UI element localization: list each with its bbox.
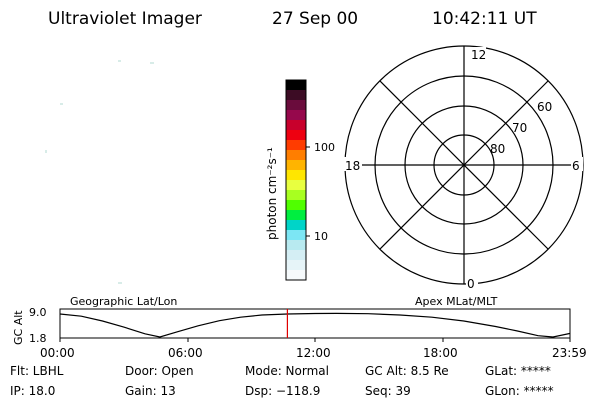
timeline-x-label-1200: 12:00: [296, 346, 331, 360]
altitude-line: [59, 312, 570, 338]
mlt-label-6: 6: [572, 159, 580, 173]
glon-readout: GLon: *****: [485, 384, 554, 398]
door-readout: Door: Open: [125, 364, 194, 378]
status-readout: Flt: LBHL IP: 18.0 Door: Open Gain: 13 M…: [10, 364, 554, 398]
dsp-readout: Dsp: −118.9: [245, 384, 320, 398]
timeline-left-caption: Geographic Lat/Lon: [70, 295, 177, 308]
mode-readout: Mode: Normal: [245, 364, 329, 378]
mlat-label-60: 60: [537, 100, 552, 114]
colorbar-unit-label: photon cm⁻²s⁻¹: [265, 147, 279, 240]
color-scale-segment: [286, 160, 306, 171]
polar-diagonal-2: [379, 80, 549, 250]
color-scale-segment: [286, 260, 306, 271]
color-scale-segment: [286, 150, 306, 161]
color-scale-segment: [286, 200, 306, 211]
image-speckle: [45, 60, 154, 284]
color-scale-bar: [286, 80, 306, 281]
mlat-label-70: 70: [512, 121, 527, 135]
timeline-ymin-label: 1.8: [29, 332, 47, 345]
polar-label-bg: [344, 47, 583, 289]
colorbar-tick-label-100: 100: [314, 141, 335, 154]
timeline-x-label-1800: 18:00: [423, 346, 458, 360]
color-scale-segment: [286, 210, 306, 221]
color-scale-segment: [286, 250, 306, 261]
color-scale-segment: [286, 80, 306, 91]
timeline-x-label-0600: 06:00: [168, 346, 203, 360]
mlat-label-80: 80: [490, 142, 505, 156]
color-scale-segment: [286, 140, 306, 151]
timeline-ylabel: GC Alt: [12, 310, 25, 345]
ip-readout: IP: 18.0: [10, 384, 55, 398]
app-title: Ultraviolet Imager: [48, 9, 202, 29]
gc-alt-readout: GC Alt: 8.5 Re: [365, 364, 449, 378]
color-scale-segment: [286, 270, 306, 281]
date-label: 27 Sep 00: [272, 9, 358, 29]
color-scale-segment: [286, 130, 306, 141]
color-scale-segment: [286, 100, 306, 111]
polar-grid: [344, 45, 584, 285]
mlt-label-18: 18: [345, 159, 360, 173]
color-scale-segment: [286, 240, 306, 251]
timeline-right-caption: Apex MLat/MLT: [415, 295, 498, 308]
color-scale-segment: [286, 170, 306, 181]
color-scale-frame: [285, 79, 307, 281]
seq-readout: Seq: 39: [365, 384, 411, 398]
mlt-label-0: 0: [467, 277, 475, 291]
timeline-ymax-label: 9.0: [29, 306, 47, 319]
time-label: 10:42:11 UT: [432, 9, 537, 29]
filter-readout: Flt: LBHL: [10, 364, 64, 378]
color-scale-segment: [286, 220, 306, 231]
color-scale-segment: [286, 110, 306, 121]
glat-readout: GLat: *****: [485, 364, 551, 378]
timeline-x-label-2359: 23:59: [552, 346, 587, 360]
colorbar-tick-label-10: 10: [314, 230, 328, 243]
color-scale-segment: [286, 120, 306, 131]
color-scale-segment: [286, 180, 306, 191]
mlt-label-12: 12: [471, 48, 486, 62]
color-scale-segment: [286, 230, 306, 241]
timeline-x-label-0000: 00:00: [40, 346, 75, 360]
color-scale-segment: [286, 90, 306, 101]
color-scale-segment: [286, 190, 306, 201]
gain-readout: Gain: 13: [125, 384, 176, 398]
